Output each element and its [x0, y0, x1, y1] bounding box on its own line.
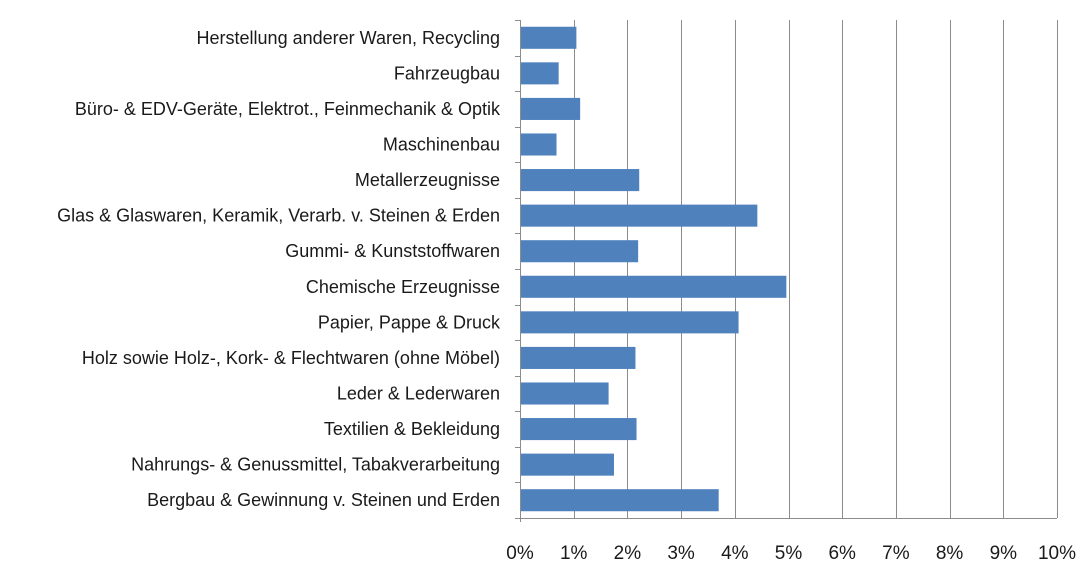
category-labels: Herstellung anderer Waren, Recycling Fahr…	[57, 28, 501, 510]
category-label: Bergbau & Gewinnung v. Steinen und Erden	[147, 490, 500, 510]
bar	[521, 204, 758, 227]
x-tick-label: 10%	[1038, 543, 1076, 564]
x-tick-label: 9%	[990, 543, 1018, 564]
x-tick-label: 0%	[506, 543, 534, 564]
category-label: Maschinenbau	[383, 135, 500, 155]
category-label: Papier, Pappe & Druck	[318, 312, 501, 332]
category-label: Fahrzeugbau	[394, 63, 500, 83]
x-tick-label: 8%	[936, 543, 964, 564]
bar	[521, 382, 609, 405]
category-label: Büro- & EDV-Geräte, Elektrot., Feinmecha…	[75, 99, 501, 119]
x-tick-label: 6%	[828, 543, 856, 564]
bar	[521, 453, 614, 476]
bar	[521, 489, 719, 512]
category-label: Glas & Glaswaren, Keramik, Verarb. v. St…	[57, 206, 500, 226]
bars	[521, 26, 787, 512]
bar	[521, 97, 581, 120]
category-label: Metallerzeugnisse	[355, 170, 500, 190]
bar	[521, 275, 787, 298]
x-tick-label: 2%	[614, 543, 642, 564]
bar	[521, 311, 739, 334]
bar	[521, 62, 559, 85]
x-tick-label: 5%	[775, 543, 803, 564]
gridlines	[515, 20, 1058, 519]
bar	[521, 133, 557, 156]
bar	[521, 418, 637, 441]
category-label: Textilien & Bekleidung	[324, 419, 500, 439]
x-tick-label: 1%	[560, 543, 588, 564]
category-label: Gummi- & Kunststoffwaren	[285, 241, 500, 261]
category-label: Herstellung anderer Waren, Recycling	[197, 28, 500, 48]
bar	[521, 240, 639, 263]
bar	[521, 346, 636, 369]
bar	[521, 26, 577, 49]
x-tick-label: 7%	[882, 543, 910, 564]
category-label: Holz sowie Holz-, Kork- & Flechtwaren (o…	[82, 348, 500, 368]
bar	[521, 169, 640, 192]
x-tick-labels: 0% 1% 2% 3% 4% 5% 6% 7% 8% 9% 10%	[506, 543, 1076, 564]
category-label: Chemische Erzeugnisse	[306, 277, 500, 297]
x-tick-label: 3%	[667, 543, 695, 564]
category-label: Leder & Lederwaren	[337, 384, 500, 404]
category-label: Nahrungs- & Genussmittel, Tabakverarbeit…	[131, 455, 500, 475]
x-tick-label: 4%	[721, 543, 749, 564]
